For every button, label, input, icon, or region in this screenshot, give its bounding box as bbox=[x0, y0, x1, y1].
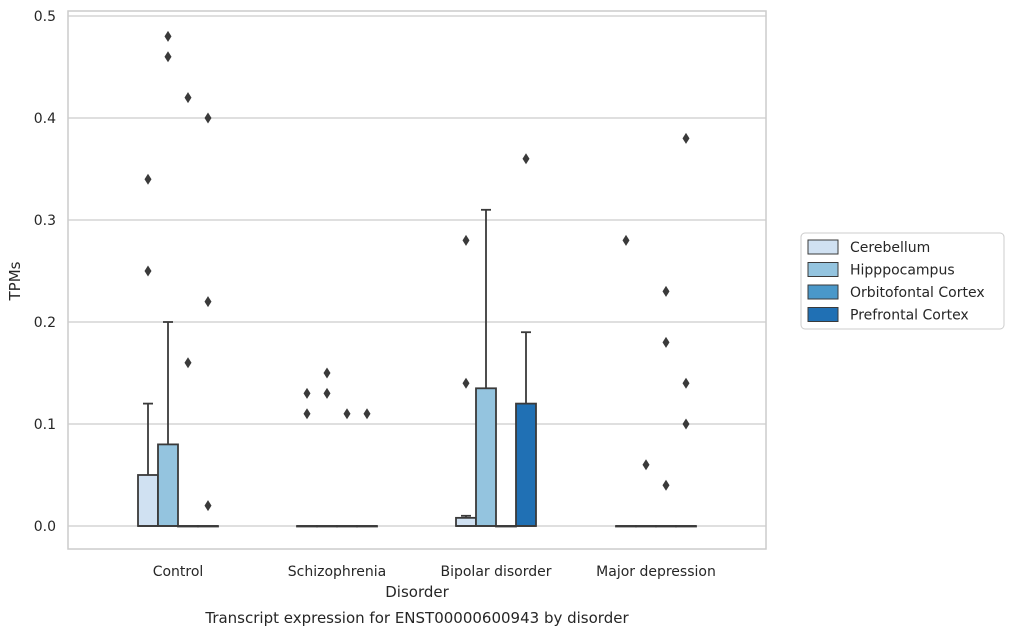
box-rect bbox=[137, 474, 159, 527]
chart-title: Transcript expression for ENST0000060094… bbox=[204, 609, 629, 627]
outlier-point bbox=[144, 265, 152, 277]
y-tick-label: 0.2 bbox=[34, 315, 56, 331]
outlier-point bbox=[682, 418, 690, 430]
box-hipppocampus bbox=[157, 30, 179, 527]
outlier-point bbox=[144, 173, 152, 185]
box-orbitofontal-cortex bbox=[495, 525, 517, 528]
box-cerebellum bbox=[296, 387, 318, 528]
box-prefrontal-cortex bbox=[356, 408, 378, 528]
legend-box bbox=[800, 232, 1005, 330]
box-prefrontal-cortex bbox=[675, 132, 697, 528]
outlier-point bbox=[303, 387, 311, 399]
outlier-point bbox=[662, 336, 670, 348]
legend-label: Orbitofontal Cortex bbox=[850, 285, 985, 301]
plot-area bbox=[68, 11, 766, 549]
legend-swatch bbox=[807, 239, 839, 255]
box-rect bbox=[157, 443, 179, 527]
outlier-point bbox=[323, 387, 331, 399]
outlier-point bbox=[164, 30, 172, 42]
x-tick-labels: Control Schizophrenia Bipolar disorder Majo… bbox=[153, 564, 716, 580]
y-axis-label: TPMs bbox=[6, 261, 24, 301]
outlier-point bbox=[303, 408, 311, 420]
x-tick-label: Major depression bbox=[596, 564, 716, 580]
y-tick-label: 0.5 bbox=[34, 9, 56, 25]
outlier-point bbox=[164, 51, 172, 63]
outlier-point bbox=[682, 132, 690, 144]
box-rect bbox=[455, 516, 477, 527]
y-tick-label: 0.3 bbox=[34, 213, 56, 229]
box-prefrontal-cortex bbox=[515, 153, 537, 527]
y-tick-label: 0.4 bbox=[34, 111, 56, 127]
outlier-point bbox=[522, 153, 530, 165]
legend-swatch bbox=[807, 284, 839, 300]
outlier-point bbox=[323, 367, 331, 379]
outlier-point bbox=[682, 377, 690, 389]
box-hipppocampus bbox=[635, 459, 657, 528]
legend: Cerebellum Hipppocampus Orbitofontal Corte… bbox=[800, 232, 1005, 330]
outlier-point bbox=[462, 234, 470, 246]
box-hipppocampus bbox=[475, 208, 497, 527]
outlier-point bbox=[184, 92, 192, 104]
legend-swatch bbox=[807, 307, 839, 322]
outlier-point bbox=[204, 296, 212, 308]
outlier-point bbox=[662, 479, 670, 491]
outlier-point bbox=[642, 459, 650, 471]
box-rect bbox=[475, 387, 497, 527]
box-cerebellum bbox=[455, 234, 477, 527]
box-prefrontal-cortex bbox=[197, 112, 219, 528]
legend-label: Prefrontal Cortex bbox=[850, 308, 969, 324]
outlier-point bbox=[622, 234, 630, 246]
box-cerebellum bbox=[137, 173, 159, 527]
plot-border bbox=[67, 10, 767, 550]
outlier-point bbox=[184, 357, 192, 369]
y-tick-label: 0.1 bbox=[34, 417, 56, 433]
y-tick-label: 0.0 bbox=[34, 519, 56, 535]
outlier-point bbox=[462, 377, 470, 389]
x-tick-label: Schizophrenia bbox=[288, 564, 386, 580]
x-tick-label: Control bbox=[153, 564, 204, 580]
box-rect bbox=[515, 402, 537, 527]
legend-label: Hipppocampus bbox=[850, 263, 955, 279]
outlier-point bbox=[363, 408, 371, 420]
box-orbitofontal-cortex bbox=[655, 285, 677, 528]
box-marks bbox=[137, 30, 697, 528]
x-axis-label: Disorder bbox=[385, 583, 449, 601]
y-tick-labels: 0.0 0.1 0.2 0.3 0.4 0.5 bbox=[34, 9, 56, 535]
outlier-point bbox=[204, 112, 212, 124]
outlier-point bbox=[204, 500, 212, 512]
legend-swatch bbox=[807, 262, 839, 277]
legend-label: Cerebellum bbox=[850, 240, 930, 256]
outlier-point bbox=[343, 408, 351, 420]
x-tick-label: Bipolar disorder bbox=[440, 564, 551, 580]
outlier-point bbox=[662, 285, 670, 297]
